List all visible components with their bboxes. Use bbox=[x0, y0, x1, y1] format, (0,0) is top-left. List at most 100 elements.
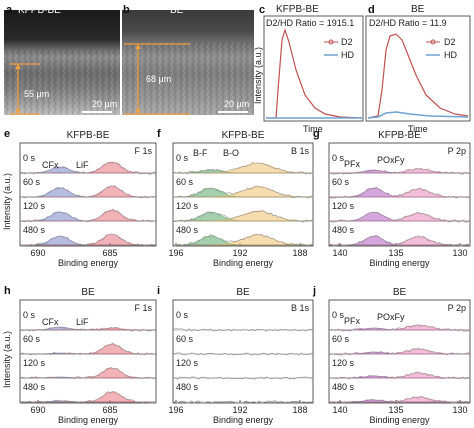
tick-label-e-1: 685 bbox=[102, 248, 117, 258]
tick-label-i-2: 188 bbox=[292, 405, 307, 415]
xlabel-j: Binding energy bbox=[369, 415, 430, 425]
time-label-j-3: 480 s bbox=[332, 382, 355, 392]
ylabel-c: Intensity (a.u.) bbox=[253, 47, 263, 104]
time-label-j-2: 120 s bbox=[332, 358, 355, 368]
time-label-i-3: 480 s bbox=[176, 382, 199, 392]
peak-label-h-1: LiF bbox=[76, 317, 89, 327]
time-label-i-2: 120 s bbox=[176, 358, 199, 368]
panel-letter-g: g bbox=[313, 128, 320, 140]
arrowhead-up-b bbox=[135, 44, 141, 49]
title-g: KFPB-BE bbox=[378, 130, 421, 141]
sem-texture-b bbox=[122, 42, 254, 115]
time-label-h-0: 0 s bbox=[23, 310, 36, 320]
time-label-g-1: 60 s bbox=[332, 177, 350, 187]
tick-label-f-0: 196 bbox=[168, 248, 183, 258]
hd-curve-d bbox=[367, 111, 469, 119]
element-label-e: F 1s bbox=[134, 146, 152, 156]
time-label-f-3: 480 s bbox=[176, 225, 199, 235]
ylabel-row3: Intensity (a.u.) bbox=[2, 331, 12, 388]
time-label-h-2: 120 s bbox=[23, 358, 46, 368]
spectrum-j-3 bbox=[328, 395, 471, 404]
title-c: KFPB-BE bbox=[276, 4, 319, 15]
spectrum-e-3 bbox=[19, 233, 157, 247]
xlabel-i: Binding energy bbox=[213, 415, 274, 425]
peak-label-e-1: LiF bbox=[76, 160, 89, 170]
fit-peak-e-1-1 bbox=[20, 185, 156, 198]
fit-peak-g-3-1 bbox=[329, 236, 470, 246]
spectrum-h-2 bbox=[19, 367, 157, 380]
xlabel-h: Binding energy bbox=[58, 415, 119, 425]
frame-e bbox=[19, 142, 157, 247]
peak-label-h-0: CFx bbox=[42, 317, 59, 327]
spectrum-f-1 bbox=[172, 185, 314, 199]
fit-peak-h-3-1 bbox=[20, 391, 156, 403]
fit-peak-h-1-1 bbox=[20, 343, 156, 355]
fit-peak-g-2-1 bbox=[329, 212, 470, 222]
sem-title-a: KFPB-BE bbox=[18, 5, 61, 16]
xps-panel-g: g KFPB-BE P 2p 140 135 130 Binding energy 0 s 60… bbox=[313, 128, 471, 268]
frame-g bbox=[328, 142, 471, 247]
frame-h bbox=[19, 299, 157, 404]
tick-label-f-2: 188 bbox=[292, 248, 307, 258]
panel-letter-e: e bbox=[4, 128, 10, 140]
xlabel-f: Binding energy bbox=[213, 258, 274, 268]
title-f: KFPB-BE bbox=[222, 130, 265, 141]
time-label-f-2: 120 s bbox=[176, 201, 199, 211]
d2-curve-d bbox=[367, 33, 469, 119]
panel-letter-j: j bbox=[312, 285, 316, 297]
arrowhead-down-a bbox=[15, 109, 21, 114]
panel-letter-a: a bbox=[6, 4, 13, 16]
xlabel-d: Time bbox=[408, 124, 428, 134]
peak-label-e-0: CFx bbox=[42, 160, 59, 170]
tick-label-h-1: 685 bbox=[102, 405, 117, 415]
title-i: BE bbox=[236, 287, 250, 298]
spectrum-i-3 bbox=[172, 400, 314, 404]
frame-f bbox=[172, 142, 314, 247]
time-label-g-3: 480 s bbox=[332, 225, 355, 235]
tick-label-i-0: 196 bbox=[168, 405, 183, 415]
time-label-e-2: 120 s bbox=[23, 201, 46, 211]
panel-letter-h: h bbox=[4, 285, 11, 297]
spectrum-g-0 bbox=[328, 167, 471, 175]
frame-c bbox=[263, 15, 364, 122]
time-label-e-3: 480 s bbox=[23, 225, 46, 235]
peak-label-j-1: POxFy bbox=[377, 312, 405, 322]
spectrum-h-1 bbox=[19, 342, 157, 356]
title-j: BE bbox=[393, 287, 407, 298]
tick-label-e-0: 690 bbox=[30, 248, 45, 258]
title-e: KFPB-BE bbox=[67, 130, 110, 141]
peak-label-j-0: PFx bbox=[344, 316, 361, 326]
xlabel-g: Binding energy bbox=[369, 258, 430, 268]
element-label-j: P 2p bbox=[448, 303, 466, 313]
peak-label-f-1: B-O bbox=[223, 148, 239, 158]
tick-label-g-1: 135 bbox=[388, 248, 403, 258]
tick-label-j-1: 135 bbox=[388, 405, 403, 415]
ylabel-row2: Intensity (a.u.) bbox=[2, 173, 12, 230]
panel-letter-c: c bbox=[259, 4, 265, 16]
spectrum-h-0 bbox=[19, 326, 157, 332]
spectrum-h-3 bbox=[19, 390, 157, 404]
legend-d2-c: D2 bbox=[341, 37, 353, 47]
time-label-j-1: 60 s bbox=[332, 334, 350, 344]
time-label-h-1: 60 s bbox=[23, 334, 41, 344]
spectrum-j-1 bbox=[328, 347, 471, 356]
thickness-label-a: 55 μm bbox=[24, 89, 49, 99]
spectrum-e-1 bbox=[19, 185, 157, 199]
tick-label-h-0: 690 bbox=[30, 405, 45, 415]
thickness-label-b: 68 μm bbox=[146, 74, 171, 84]
spectrum-g-3 bbox=[328, 234, 471, 247]
tick-label-g-0: 140 bbox=[332, 248, 347, 258]
legend-d2-d: D2 bbox=[444, 37, 456, 47]
fit-peak-g-0-1 bbox=[329, 168, 470, 174]
legend-marker-d2-c bbox=[328, 39, 334, 45]
time-label-g-0: 0 s bbox=[332, 153, 345, 163]
peak-label-g-0: PFx bbox=[344, 159, 361, 169]
title-h: BE bbox=[81, 287, 95, 298]
time-label-f-1: 60 s bbox=[176, 177, 194, 187]
time-label-i-1: 60 s bbox=[176, 334, 194, 344]
element-label-g: P 2p bbox=[448, 146, 466, 156]
panel-letter-f: f bbox=[157, 128, 161, 140]
ratio-d: D2/HD Ratio = 11.9 bbox=[369, 18, 447, 28]
